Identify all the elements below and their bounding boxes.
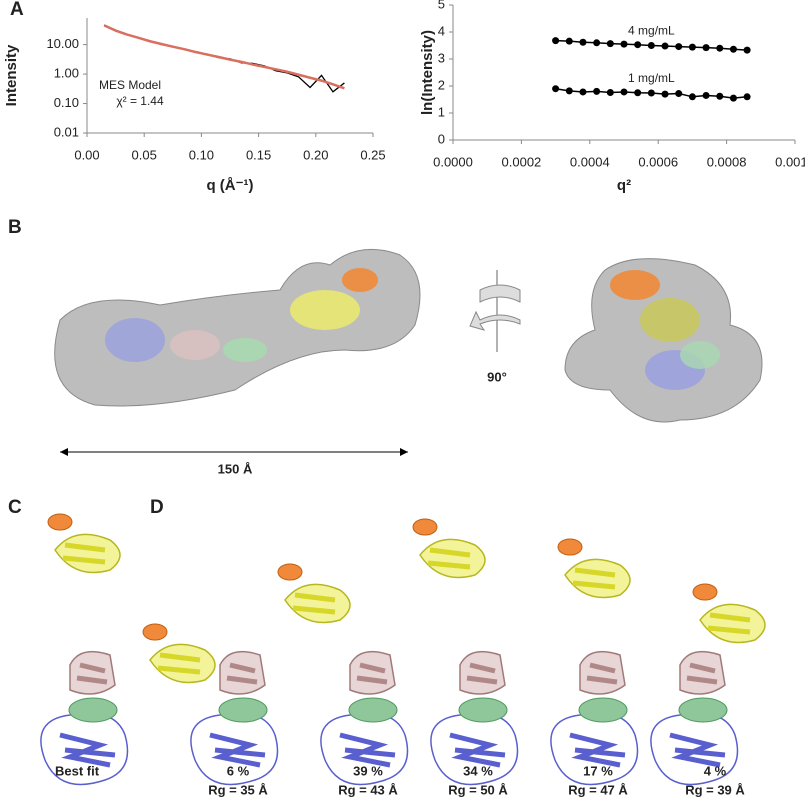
y-tick-label: 0.10: [54, 95, 79, 110]
model-rg: Rg = 39 Å: [685, 782, 745, 797]
panel-label: C: [8, 497, 22, 518]
domain: [290, 290, 360, 330]
surface: [54, 248, 421, 407]
model-top: [558, 539, 630, 598]
annotation: MES Model: [99, 78, 161, 92]
y-tick-label: 0.01: [54, 124, 79, 139]
model-fraction: 17 %: [583, 763, 613, 778]
x-tick-label: 0.15: [246, 147, 271, 162]
x-tick-label: 0.25: [360, 147, 385, 162]
point: [661, 42, 669, 50]
series-label: 1 mg/mL: [628, 71, 675, 85]
x-tick-label: 0.0002: [502, 154, 542, 169]
domain: [223, 338, 267, 362]
panel-label: D: [150, 497, 164, 518]
series-label: 4 mg/mL: [628, 24, 675, 38]
panel-label: A: [10, 0, 24, 20]
domain: [680, 341, 720, 369]
point: [552, 85, 560, 93]
point: [702, 44, 710, 52]
model-fraction: 34 %: [463, 763, 493, 778]
point: [647, 42, 655, 49]
point: [620, 88, 628, 96]
y-tick-label: 1.00: [54, 66, 79, 81]
domain: [105, 318, 165, 362]
point: [593, 87, 601, 95]
domain: [610, 270, 660, 300]
point: [661, 90, 669, 98]
y-tick-label: 10.00: [46, 36, 79, 51]
x-axis-label: q²: [617, 177, 631, 194]
model-top: [48, 514, 120, 573]
model-top: [143, 624, 215, 683]
y-axis-label: Intensity: [3, 44, 20, 106]
annotation: χ² = 1.44: [116, 94, 164, 108]
point: [579, 88, 587, 96]
x-tick-label: 0.05: [132, 147, 157, 162]
y-tick-label: 3: [438, 50, 445, 65]
point: [716, 44, 724, 52]
x-tick-label: 0.00: [74, 147, 99, 162]
point: [716, 92, 724, 100]
model-top: [413, 519, 485, 578]
y-tick-label: 4: [438, 23, 445, 38]
point: [675, 90, 683, 98]
point: [729, 94, 737, 102]
point: [647, 89, 655, 97]
model-rg: Rg = 50 Å: [448, 782, 508, 797]
point: [743, 46, 751, 54]
model-fraction: 4 %: [704, 763, 727, 778]
point: [675, 43, 683, 51]
point: [606, 88, 614, 96]
domain: [170, 330, 220, 360]
x-tick-label: 0.20: [303, 147, 328, 162]
point: [688, 43, 696, 51]
panel-label: B: [8, 217, 22, 238]
point: [620, 40, 628, 48]
series-line: [103, 24, 345, 90]
model-rg: Rg = 43 Å: [338, 782, 398, 797]
x-axis-label: q (Å⁻¹): [206, 177, 253, 194]
x-tick-label: 0.0008: [707, 154, 747, 169]
point: [702, 91, 710, 99]
model-fraction: 6 %: [227, 763, 250, 778]
y-tick-label: 1: [438, 104, 445, 119]
point: [729, 45, 737, 53]
point: [743, 93, 751, 101]
y-tick-label: 2: [438, 77, 445, 92]
point: [634, 41, 642, 49]
y-axis-label: ln(Intensity): [419, 30, 436, 115]
rotation-arrow: [469, 284, 521, 331]
model-top: [693, 584, 765, 643]
point: [593, 39, 601, 47]
point: [606, 40, 614, 48]
domain: [640, 298, 700, 342]
x-tick-label: 0.0004: [570, 154, 610, 169]
point: [688, 93, 696, 101]
point: [634, 89, 642, 97]
point: [565, 87, 573, 95]
model-top: [278, 564, 350, 623]
y-tick-label: 5: [438, 0, 445, 11]
rotation-label: 90°: [487, 369, 507, 384]
model-rg: Rg = 47 Å: [568, 782, 628, 797]
point: [579, 38, 587, 46]
x-tick-label: 0.10: [189, 147, 214, 162]
model-fraction: 39 %: [353, 763, 383, 778]
x-tick-label: 0.0000: [433, 154, 473, 169]
point: [552, 37, 560, 45]
model-rg: Rg = 35 Å: [208, 782, 268, 797]
model-caption: Best fit: [55, 763, 100, 778]
point: [565, 37, 573, 45]
y-tick-label: 0: [438, 131, 445, 146]
scale-label: 150 Å: [218, 461, 253, 476]
domain: [342, 268, 378, 292]
x-tick-label: 0.0006: [638, 154, 678, 169]
